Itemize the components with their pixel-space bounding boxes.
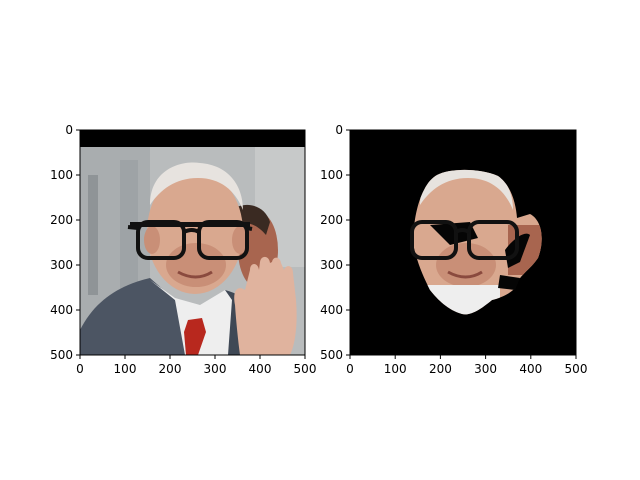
x-tick-label: 400 — [249, 362, 272, 376]
x-tick-label: 100 — [114, 362, 137, 376]
left-image-panel — [80, 130, 305, 355]
y-tick-label: 0 — [65, 123, 73, 137]
y-tick-label: 400 — [50, 303, 73, 317]
y-tick-label: 100 — [320, 168, 343, 182]
right-image-panel — [350, 130, 576, 355]
axes-frame — [79, 129, 306, 356]
y-tick-label: 200 — [50, 213, 73, 227]
x-tick-label: 400 — [519, 362, 542, 376]
x-tick-label: 500 — [565, 362, 588, 376]
x-tick-label: 0 — [76, 362, 84, 376]
x-tick-label: 200 — [159, 362, 182, 376]
glasses-overlay-right — [410, 220, 519, 260]
x-tick-label: 500 — [294, 362, 317, 376]
left-photo — [80, 130, 305, 355]
y-tick-label: 300 — [50, 258, 73, 272]
y-tick-label: 300 — [320, 258, 343, 272]
x-tick-label: 300 — [204, 362, 227, 376]
y-tick-label: 400 — [320, 303, 343, 317]
x-tick-label: 100 — [384, 362, 407, 376]
y-tick-label: 200 — [320, 213, 343, 227]
x-tick-label: 200 — [429, 362, 452, 376]
x-tick-label: 0 — [346, 362, 354, 376]
y-tick-label: 500 — [320, 348, 343, 362]
axes-frame — [349, 129, 577, 356]
y-tick-label: 100 — [50, 168, 73, 182]
y-tick-label: 500 — [50, 348, 73, 362]
x-tick-label: 300 — [474, 362, 497, 376]
right-photo — [350, 130, 576, 355]
y-tick-label: 0 — [335, 123, 343, 137]
